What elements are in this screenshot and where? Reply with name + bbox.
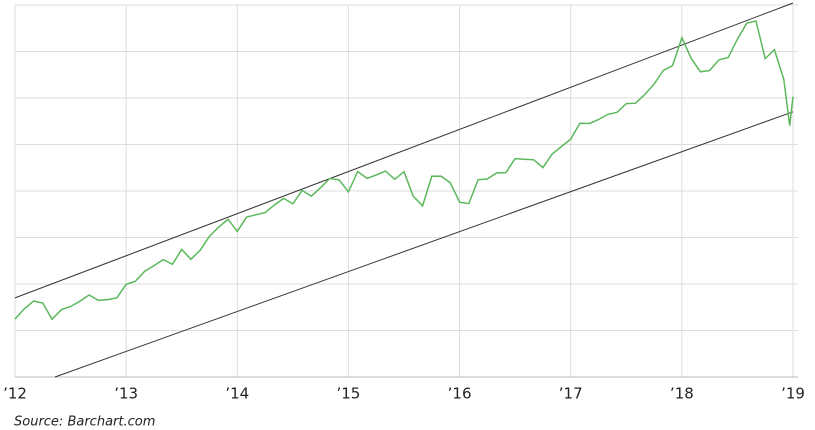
x-tick-label: ’17 (559, 385, 583, 403)
x-tick-label: ’19 (781, 385, 805, 403)
x-tick-label: ’16 (448, 385, 472, 403)
channel-line (54, 111, 794, 378)
channel-line (14, 2, 794, 299)
x-tick-label: ’15 (336, 385, 360, 403)
x-tick-label: ’14 (225, 385, 249, 403)
price-line (14, 20, 794, 321)
source-note: Source: Barchart.com (14, 415, 155, 430)
x-tick-label: ’12 (3, 385, 27, 403)
x-tick-label: ’13 (114, 385, 138, 403)
x-tick-label: ’18 (670, 385, 694, 403)
